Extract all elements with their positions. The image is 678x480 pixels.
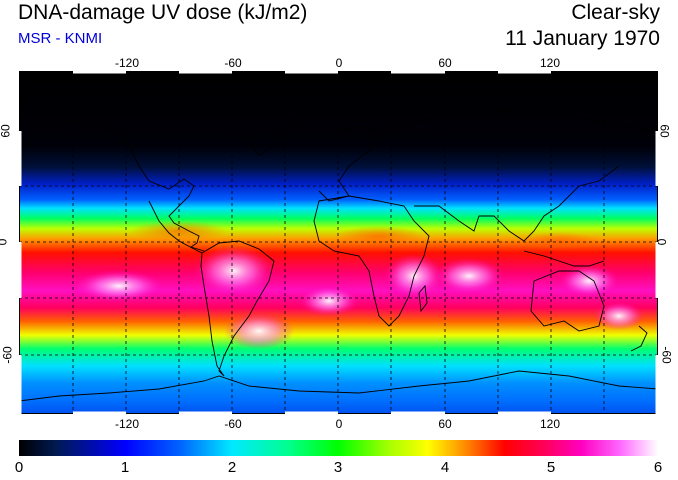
colorbar-label-5: 5 [546,459,556,476]
colorbar-label-2: 2 [227,459,237,476]
lon-tick-top-m60: -60 [224,56,242,70]
lon-tick-bottom-m120: -120 [114,417,140,431]
lon-tick-bottom-120: 120 [539,417,561,431]
south-asia-coast [414,165,620,242]
credit-label: MSR - KNMI [18,30,103,47]
colorbar-label-4: 4 [440,459,450,476]
lon-tick-top-0: 0 [335,56,343,70]
south-america-coast [200,240,275,377]
lon-tick-top-60: 60 [438,56,452,70]
madagascar-coast [418,284,428,313]
new-zealand-coast [630,325,648,352]
map-date: 11 January 1970 [505,27,660,50]
australia-coast [530,270,605,332]
colorbar-label-6: 6 [653,459,663,476]
lon-tick-bottom-m60: -60 [224,417,242,431]
indonesia-coast [523,250,605,267]
colorbar-label-1: 1 [120,459,130,476]
lat-tick-right-m60: -60 [659,346,674,364]
map-canvas [19,71,658,414]
greenland-coast [243,105,295,157]
lat-tick-left-60: 60 [0,124,13,138]
lat-tick-right-60: 60 [657,124,672,138]
colorbar-label-3: 3 [333,459,343,476]
lat-tick-left-m60: -60 [0,346,15,364]
north-america-coast [28,120,205,252]
africa-coast [313,195,430,327]
graticule [19,71,658,414]
lat-tick-left-0: 0 [0,239,9,246]
asia-coast [378,110,658,132]
lon-tick-top-m120: -120 [114,56,140,70]
colorbar [19,440,658,456]
map-title: DNA-damage UV dose (kJ/m2) [18,1,308,24]
sky-condition: Clear-sky [571,1,660,24]
lon-tick-top-120: 120 [539,56,561,70]
central-america-coast [148,200,203,254]
lon-tick-bottom-0: 0 [335,417,343,431]
frame-ticks [19,71,658,414]
uv-dose-map [19,71,658,414]
lon-tick-bottom-60: 60 [438,417,452,431]
colorbar-label-0: 0 [14,459,24,476]
europe-coast [318,125,380,202]
